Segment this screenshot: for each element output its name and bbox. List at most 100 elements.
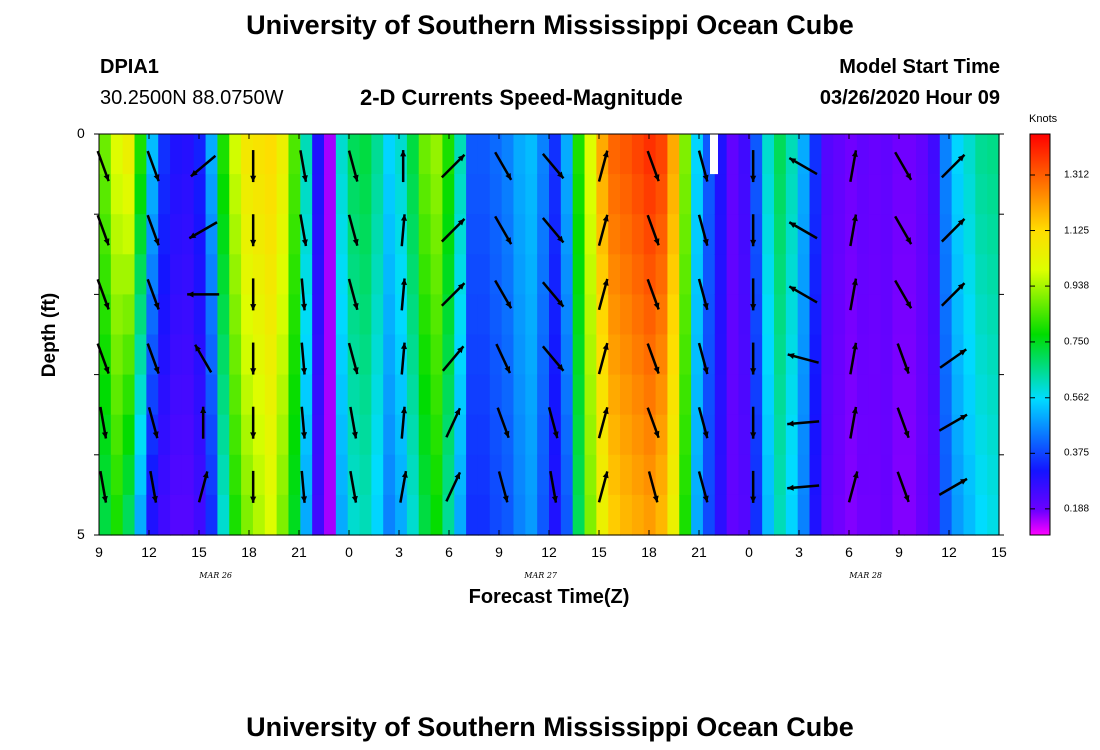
heatmap-cell <box>655 174 669 215</box>
heatmap-cell <box>797 414 811 456</box>
heatmap-cell <box>383 134 396 175</box>
heatmap-cell <box>193 174 207 215</box>
heatmap-cell <box>714 414 728 456</box>
heatmap-cell <box>371 174 384 215</box>
heatmap-cell <box>679 174 692 215</box>
heatmap-cell <box>927 134 941 175</box>
heatmap-cell <box>170 454 183 496</box>
current-vector-arrow <box>347 150 359 182</box>
heatmap-cell <box>324 334 337 376</box>
heatmap-cell <box>987 334 1000 376</box>
heatmap-cell <box>987 174 1000 215</box>
heatmap-cell <box>975 214 988 255</box>
heatmap-cell <box>774 134 787 175</box>
heatmap-cell <box>454 494 467 536</box>
heatmap-cell <box>241 494 254 536</box>
heatmap-cell <box>821 414 834 456</box>
heatmap-cell <box>383 414 396 456</box>
current-vector-arrow <box>750 214 757 247</box>
heatmap-cell <box>430 214 444 255</box>
heatmap-cell <box>170 254 183 295</box>
heatmap-cell <box>631 374 645 416</box>
heatmap-cell <box>655 374 669 416</box>
heatmap-cell <box>892 214 905 255</box>
heatmap-cell <box>738 454 751 496</box>
heatmap-cell <box>359 454 372 496</box>
heatmap-cell <box>205 214 219 255</box>
heatmap-cell <box>181 254 195 295</box>
heatmap-cell <box>146 294 159 336</box>
heatmap-cell <box>762 214 775 255</box>
current-vector-arrow <box>597 406 609 439</box>
heatmap-cell <box>880 414 894 456</box>
heatmap-cell <box>158 294 171 336</box>
heatmap-cell <box>667 254 680 295</box>
heatmap-cell <box>584 294 597 336</box>
x-tick-label: 21 <box>291 544 307 560</box>
current-vector-arrow <box>849 150 858 183</box>
heatmap-cell <box>596 454 609 496</box>
heatmap-cell <box>122 254 136 295</box>
heatmap-cell <box>892 334 905 376</box>
heatmap-cell <box>288 214 301 255</box>
heatmap-cell <box>975 334 988 376</box>
heatmap-cell <box>276 334 290 376</box>
heatmap-cell <box>466 134 479 175</box>
heatmap-cell <box>264 494 278 536</box>
heatmap-cell <box>939 214 953 255</box>
heatmap-cell <box>939 374 953 416</box>
heatmap-cell <box>679 214 692 255</box>
heatmap-cell <box>939 414 953 456</box>
plot-title: 2-D Currents Speed-Magnitude <box>360 85 683 110</box>
heatmap-cell <box>537 294 550 336</box>
heatmap-cell <box>856 334 870 376</box>
heatmap-cell <box>892 374 905 416</box>
heatmap-cell <box>193 294 207 336</box>
heatmap-cell <box>181 214 195 255</box>
heatmap-cell <box>158 134 171 175</box>
heatmap-cell <box>324 214 337 255</box>
heatmap-cell <box>276 174 290 215</box>
heatmap-cell <box>537 334 550 376</box>
heatmap-cell <box>525 174 538 215</box>
heatmap-cell <box>122 134 136 175</box>
heatmap-cell <box>655 414 669 456</box>
current-vector-arrow <box>445 407 462 438</box>
x-tick-label: 0 <box>745 544 753 560</box>
heatmap-cell <box>312 494 325 536</box>
heatmap-cell <box>726 134 740 175</box>
heatmap-cell <box>170 134 183 175</box>
heatmap-cell <box>560 214 574 255</box>
heatmap-cell <box>880 294 894 336</box>
x-tick-label: 21 <box>691 544 707 560</box>
heatmap-cell <box>868 494 882 536</box>
heatmap-cell <box>833 214 846 255</box>
current-vector-arrow <box>847 471 859 503</box>
heatmap-cell <box>489 174 503 215</box>
heatmap-cell <box>620 214 633 255</box>
current-vector-arrow <box>597 471 609 503</box>
current-vector-arrow <box>940 282 966 307</box>
heatmap-cell <box>620 374 633 416</box>
heatmap-cell <box>371 254 384 295</box>
heatmap-cell <box>572 374 586 416</box>
station-id: DPIA1 <box>100 56 159 78</box>
y-tick-label: 5 <box>77 526 85 542</box>
heatmap-cell <box>987 214 1000 255</box>
heatmap-cell <box>501 254 515 295</box>
heatmap-cell <box>181 414 195 456</box>
heatmap-cell <box>868 294 882 336</box>
heatmap-cell <box>217 254 230 295</box>
heatmap-cell <box>264 214 278 255</box>
current-vector-arrow <box>400 150 407 183</box>
current-vector-arrow <box>750 150 757 183</box>
heatmap-cell <box>833 334 846 376</box>
heatmap-cell <box>489 294 503 336</box>
heatmap-cell <box>205 454 219 496</box>
current-vector-arrow <box>147 406 159 439</box>
heatmap-cell <box>276 134 290 175</box>
heatmap-cell <box>797 374 811 416</box>
heatmap-cell <box>442 374 455 416</box>
current-vector-arrow <box>541 281 565 308</box>
heatmap-cell <box>193 494 207 536</box>
